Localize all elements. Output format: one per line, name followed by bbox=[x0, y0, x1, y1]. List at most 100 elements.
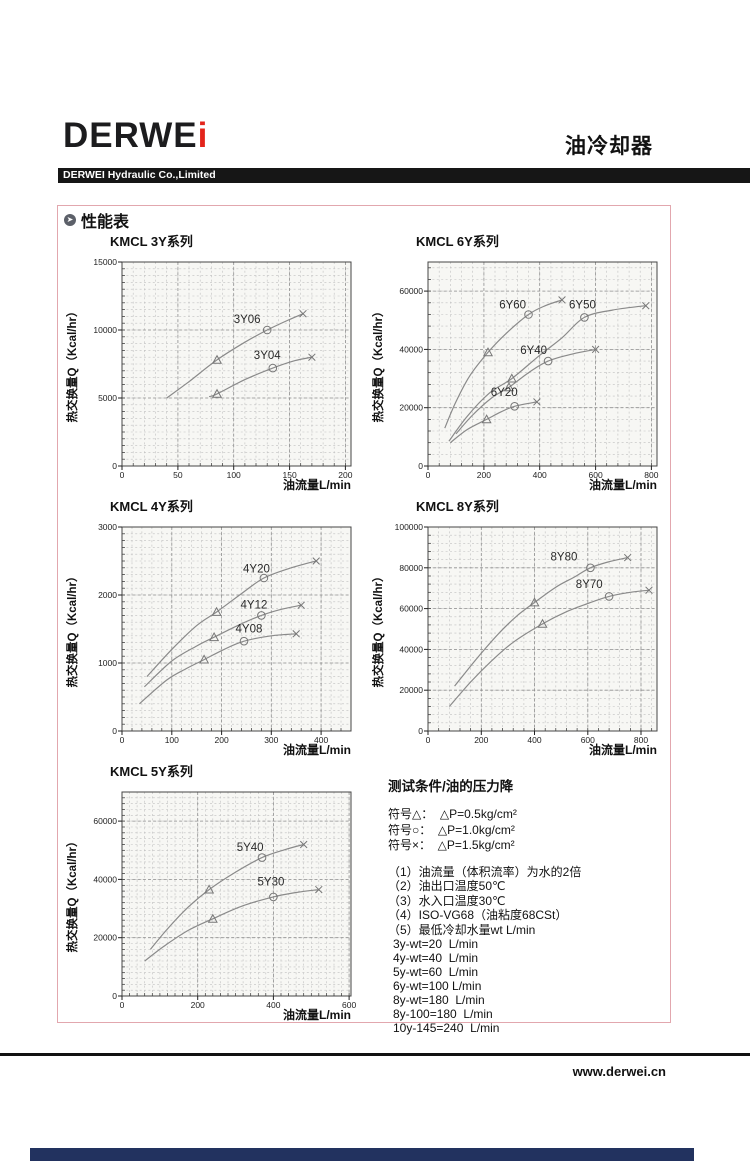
series-4Y20-curve bbox=[146, 560, 317, 678]
series-label: 8Y80 bbox=[551, 552, 578, 564]
y-tick-label: 80000 bbox=[399, 563, 423, 573]
logo-text: DERWE bbox=[63, 116, 198, 155]
chart-svg: 0 200 400 600 0 20000 40000 60000 油流量L/min 热交换量Q（… bbox=[65, 791, 356, 1022]
legend-row: 符号△： △P=0.5kg/cm² bbox=[388, 807, 517, 821]
y-axis-label: 热交换量Q（Kcal/hr） bbox=[372, 306, 385, 423]
company-bar: DERWEI Hydraulic Co.,Limited bbox=[58, 168, 750, 183]
chart-svg: 0 100 200 300 400 0 1000 2000 3000 油流量L/min 热交换量Q（… bbox=[65, 522, 352, 757]
performance-box: ➤ 性能表 KMCL 3Y系列 0 50 100 150 200 0 5000 10000 15… bbox=[57, 205, 671, 1035]
x-tick-label: 600 bbox=[589, 470, 603, 480]
marker-cross bbox=[312, 557, 320, 565]
page-title: 油冷却器 bbox=[565, 135, 653, 158]
marker-triangle bbox=[211, 388, 223, 398]
flow-row: 10y-145=240 L/min bbox=[393, 1021, 500, 1035]
y-tick-label: 20000 bbox=[93, 933, 117, 943]
marker-circle bbox=[524, 310, 533, 319]
symbol-legend: 符号△： △P=0.5kg/cm² 符号○： △P=1.0kg/cm² 符号×： △… bbox=[388, 807, 678, 854]
series-6Y60-curve bbox=[444, 299, 563, 429]
marker-cross bbox=[558, 296, 566, 304]
x-tick-label: 0 bbox=[120, 470, 125, 480]
flow-row: 4y-wt=40 L/min bbox=[393, 951, 479, 965]
series-label: 6Y50 bbox=[569, 300, 596, 312]
x-tick-label: 400 bbox=[266, 1000, 280, 1010]
flow-row: 5y-wt=60 L/min bbox=[393, 965, 479, 979]
x-tick-label: 100 bbox=[165, 735, 179, 745]
y-tick-label: 100000 bbox=[395, 522, 424, 532]
y-tick-label: 40000 bbox=[399, 644, 423, 654]
y-tick-label: 0 bbox=[112, 461, 117, 471]
marker-cross bbox=[297, 601, 305, 609]
y-tick-label: 20000 bbox=[399, 403, 423, 413]
flow-row: 8y-wt=180 L/min bbox=[393, 993, 485, 1007]
x-axis-label: 油流量L/min bbox=[283, 742, 351, 757]
note-row: （1）油流量（体积流率）为水的2倍 bbox=[388, 864, 582, 879]
series-label: 6Y60 bbox=[499, 300, 526, 312]
test-conditions: 测试条件/油的压力降 符号△： △P=0.5kg/cm² 符号○： △P=1.0k… bbox=[372, 761, 678, 1035]
series-5Y30-curve bbox=[144, 889, 319, 962]
marker-cross bbox=[623, 553, 632, 562]
x-tick-label: 0 bbox=[120, 1000, 125, 1010]
x-tick-label: 200 bbox=[338, 470, 352, 480]
chart-title-4y: KMCL 4Y系列 bbox=[110, 499, 193, 514]
series-label: 8Y70 bbox=[576, 579, 603, 591]
flow-row: 6y-wt=100 L/min bbox=[393, 979, 482, 993]
series-6Y40-curve bbox=[455, 348, 596, 435]
series-3Y04-curve bbox=[208, 356, 313, 398]
chart-svg: 0 200 400 600 800 0 20000 40000 60000 油流量L/min 热交换… bbox=[371, 261, 659, 492]
legend-row: 符号×： △P=1.5kg/cm² bbox=[388, 838, 515, 852]
series-label: 4Y08 bbox=[236, 623, 263, 635]
marker-triangle bbox=[537, 618, 548, 628]
y-tick-label: 15000 bbox=[93, 257, 117, 267]
x-tick-label: 600 bbox=[342, 1000, 356, 1010]
series-label: 6Y40 bbox=[520, 345, 547, 357]
x-tick-label: 200 bbox=[191, 1000, 205, 1010]
section-bullet-icon: ➤ bbox=[64, 214, 76, 226]
chart-svg: 0 50 100 150 200 0 5000 10000 15000 油流量L/min 热交换量Q… bbox=[65, 257, 353, 492]
chart-kmcl-5y: KMCL 5Y系列 0 200 400 600 0 20000 40000 60000 油流量L… bbox=[65, 761, 372, 1025]
series-4Y12-curve bbox=[143, 604, 302, 688]
chart-canvas-5y: 0 200 400 600 0 20000 40000 60000 油流量L/min 热交换量Q（… bbox=[65, 778, 366, 1024]
marker-circle bbox=[580, 313, 589, 322]
y-tick-label: 0 bbox=[112, 726, 117, 736]
bottom-navy-bar bbox=[30, 1148, 694, 1161]
chart-title-8y: KMCL 8Y系列 bbox=[416, 499, 499, 514]
marker-cross bbox=[315, 885, 323, 894]
series-label: 3Y06 bbox=[234, 314, 261, 326]
test-notes: （1）油流量（体积流率）为水的2倍 （2）油出口温度50℃ （3）水入口温度30℃ （… bbox=[388, 865, 678, 938]
x-tick-label: 100 bbox=[227, 470, 241, 480]
y-tick-label: 2000 bbox=[98, 590, 117, 600]
y-tick-label: 60000 bbox=[93, 816, 117, 826]
x-tick-label: 0 bbox=[426, 735, 431, 745]
y-tick-label: 1000 bbox=[98, 658, 117, 668]
marker-triangle bbox=[209, 631, 220, 642]
flow-row: 8y-100=180 L/min bbox=[393, 1007, 493, 1021]
y-tick-label: 3000 bbox=[98, 522, 117, 532]
note-row: （3）水入口温度30℃ bbox=[388, 893, 506, 908]
x-tick-label: 600 bbox=[581, 735, 595, 745]
y-axis-label: 热交换量Q（Kcal/hr） bbox=[66, 306, 79, 423]
y-tick-label: 0 bbox=[418, 726, 423, 736]
note-row: （5）最低冷却水量wt L/min bbox=[388, 922, 536, 937]
marker-triangle bbox=[529, 597, 540, 607]
y-axis-label: 热交换量Q（Kcal/hr） bbox=[372, 571, 385, 688]
series-5Y40-curve bbox=[149, 843, 304, 950]
marker-circle bbox=[257, 611, 266, 620]
series-3Y06-curve bbox=[166, 313, 304, 399]
series-label: 3Y04 bbox=[254, 350, 281, 362]
marker-cross bbox=[292, 630, 300, 638]
flow-list: 3y-wt=20 L/min 4y-wt=40 L/min 5y-wt=60 L/m… bbox=[393, 937, 678, 1035]
test-conditions-title: 测试条件/油的压力降 bbox=[388, 779, 514, 794]
legend-row: 符号○： △P=1.0kg/cm² bbox=[388, 822, 515, 837]
y-tick-label: 10000 bbox=[93, 325, 117, 335]
x-tick-label: 300 bbox=[264, 735, 278, 745]
marker-circle bbox=[269, 892, 278, 902]
chart-canvas-3y: 0 50 100 150 200 0 5000 10000 15000 油流量L/min 热交换量Q… bbox=[65, 248, 366, 494]
note-row: （4）ISO-VG68（油粘度68CSt） bbox=[388, 908, 568, 922]
x-tick-label: 200 bbox=[477, 470, 491, 480]
x-tick-label: 200 bbox=[215, 735, 229, 745]
marker-triangle bbox=[207, 913, 218, 923]
note-row: （2）油出口温度50℃ bbox=[388, 879, 506, 893]
chart-kmcl-4y: KMCL 4Y系列 0 100 200 300 400 0 1000 2000 3000 油流量L… bbox=[65, 496, 372, 760]
series-label: 5Y40 bbox=[237, 842, 264, 854]
footer-divider bbox=[0, 1053, 750, 1056]
